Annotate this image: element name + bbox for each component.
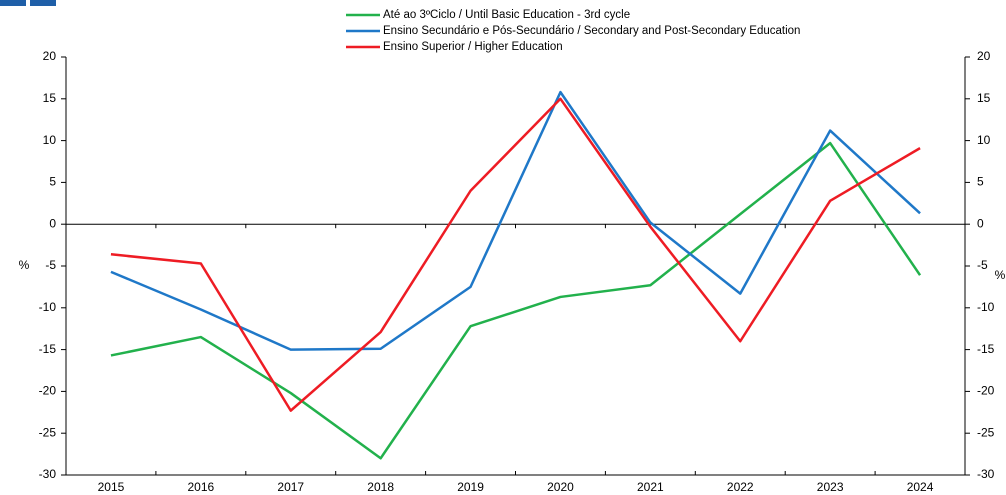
y-tick-label: 10 [43,133,57,147]
y2-axis-label: % [995,268,1006,282]
x-tick-label: 2016 [187,480,214,494]
x-tick-label: 2019 [457,480,484,494]
legend-label: Até ao 3ºCiclo / Until Basic Education -… [383,9,630,21]
y2-tick-label: -25 [977,425,995,439]
y-tick-label: 15 [43,91,57,105]
y2-tick-label: 0 [977,216,984,230]
x-tick-label: 2024 [907,480,934,494]
x-tick-label: 2021 [637,480,664,494]
y2-tick-label: -5 [977,258,988,272]
y-tick-label: -15 [39,342,57,356]
y2-tick-label: 10 [977,133,991,147]
y-tick-label: -20 [39,384,57,398]
y2-tick-label: -30 [977,467,995,481]
x-tick-label: 2023 [817,480,844,494]
y2-tick-label: 15 [977,91,991,105]
y-tick-label: 0 [49,216,56,230]
y2-tick-label: -10 [977,300,995,314]
x-tick-label: 2022 [727,480,754,494]
y2-tick-label: -15 [977,342,995,356]
y-tick-label: 20 [43,49,57,63]
y2-tick-label: 20 [977,49,991,63]
y-tick-label: -30 [39,467,57,481]
logo-fragment [0,0,26,6]
y2-tick-label: -20 [977,384,995,398]
x-tick-label: 2018 [367,480,394,494]
series-line [110,97,921,412]
x-tick-label: 2017 [277,480,304,494]
x-tick-label: 2020 [547,480,574,494]
y-tick-label: -10 [39,300,57,314]
series-line [110,90,921,351]
y-tick-label: 5 [49,175,56,189]
legend-label: Ensino Superior / Higher Education [383,41,563,53]
y-tick-label: -25 [39,425,57,439]
legend-label: Ensino Secundário e Pós-Secundário / Sec… [383,25,800,37]
y-tick-label: -5 [45,258,56,272]
y2-tick-label: 5 [977,175,984,189]
y-axis-label: % [19,258,30,272]
series-line [110,141,922,460]
x-tick-label: 2015 [98,480,125,494]
logo-fragment [30,0,56,6]
